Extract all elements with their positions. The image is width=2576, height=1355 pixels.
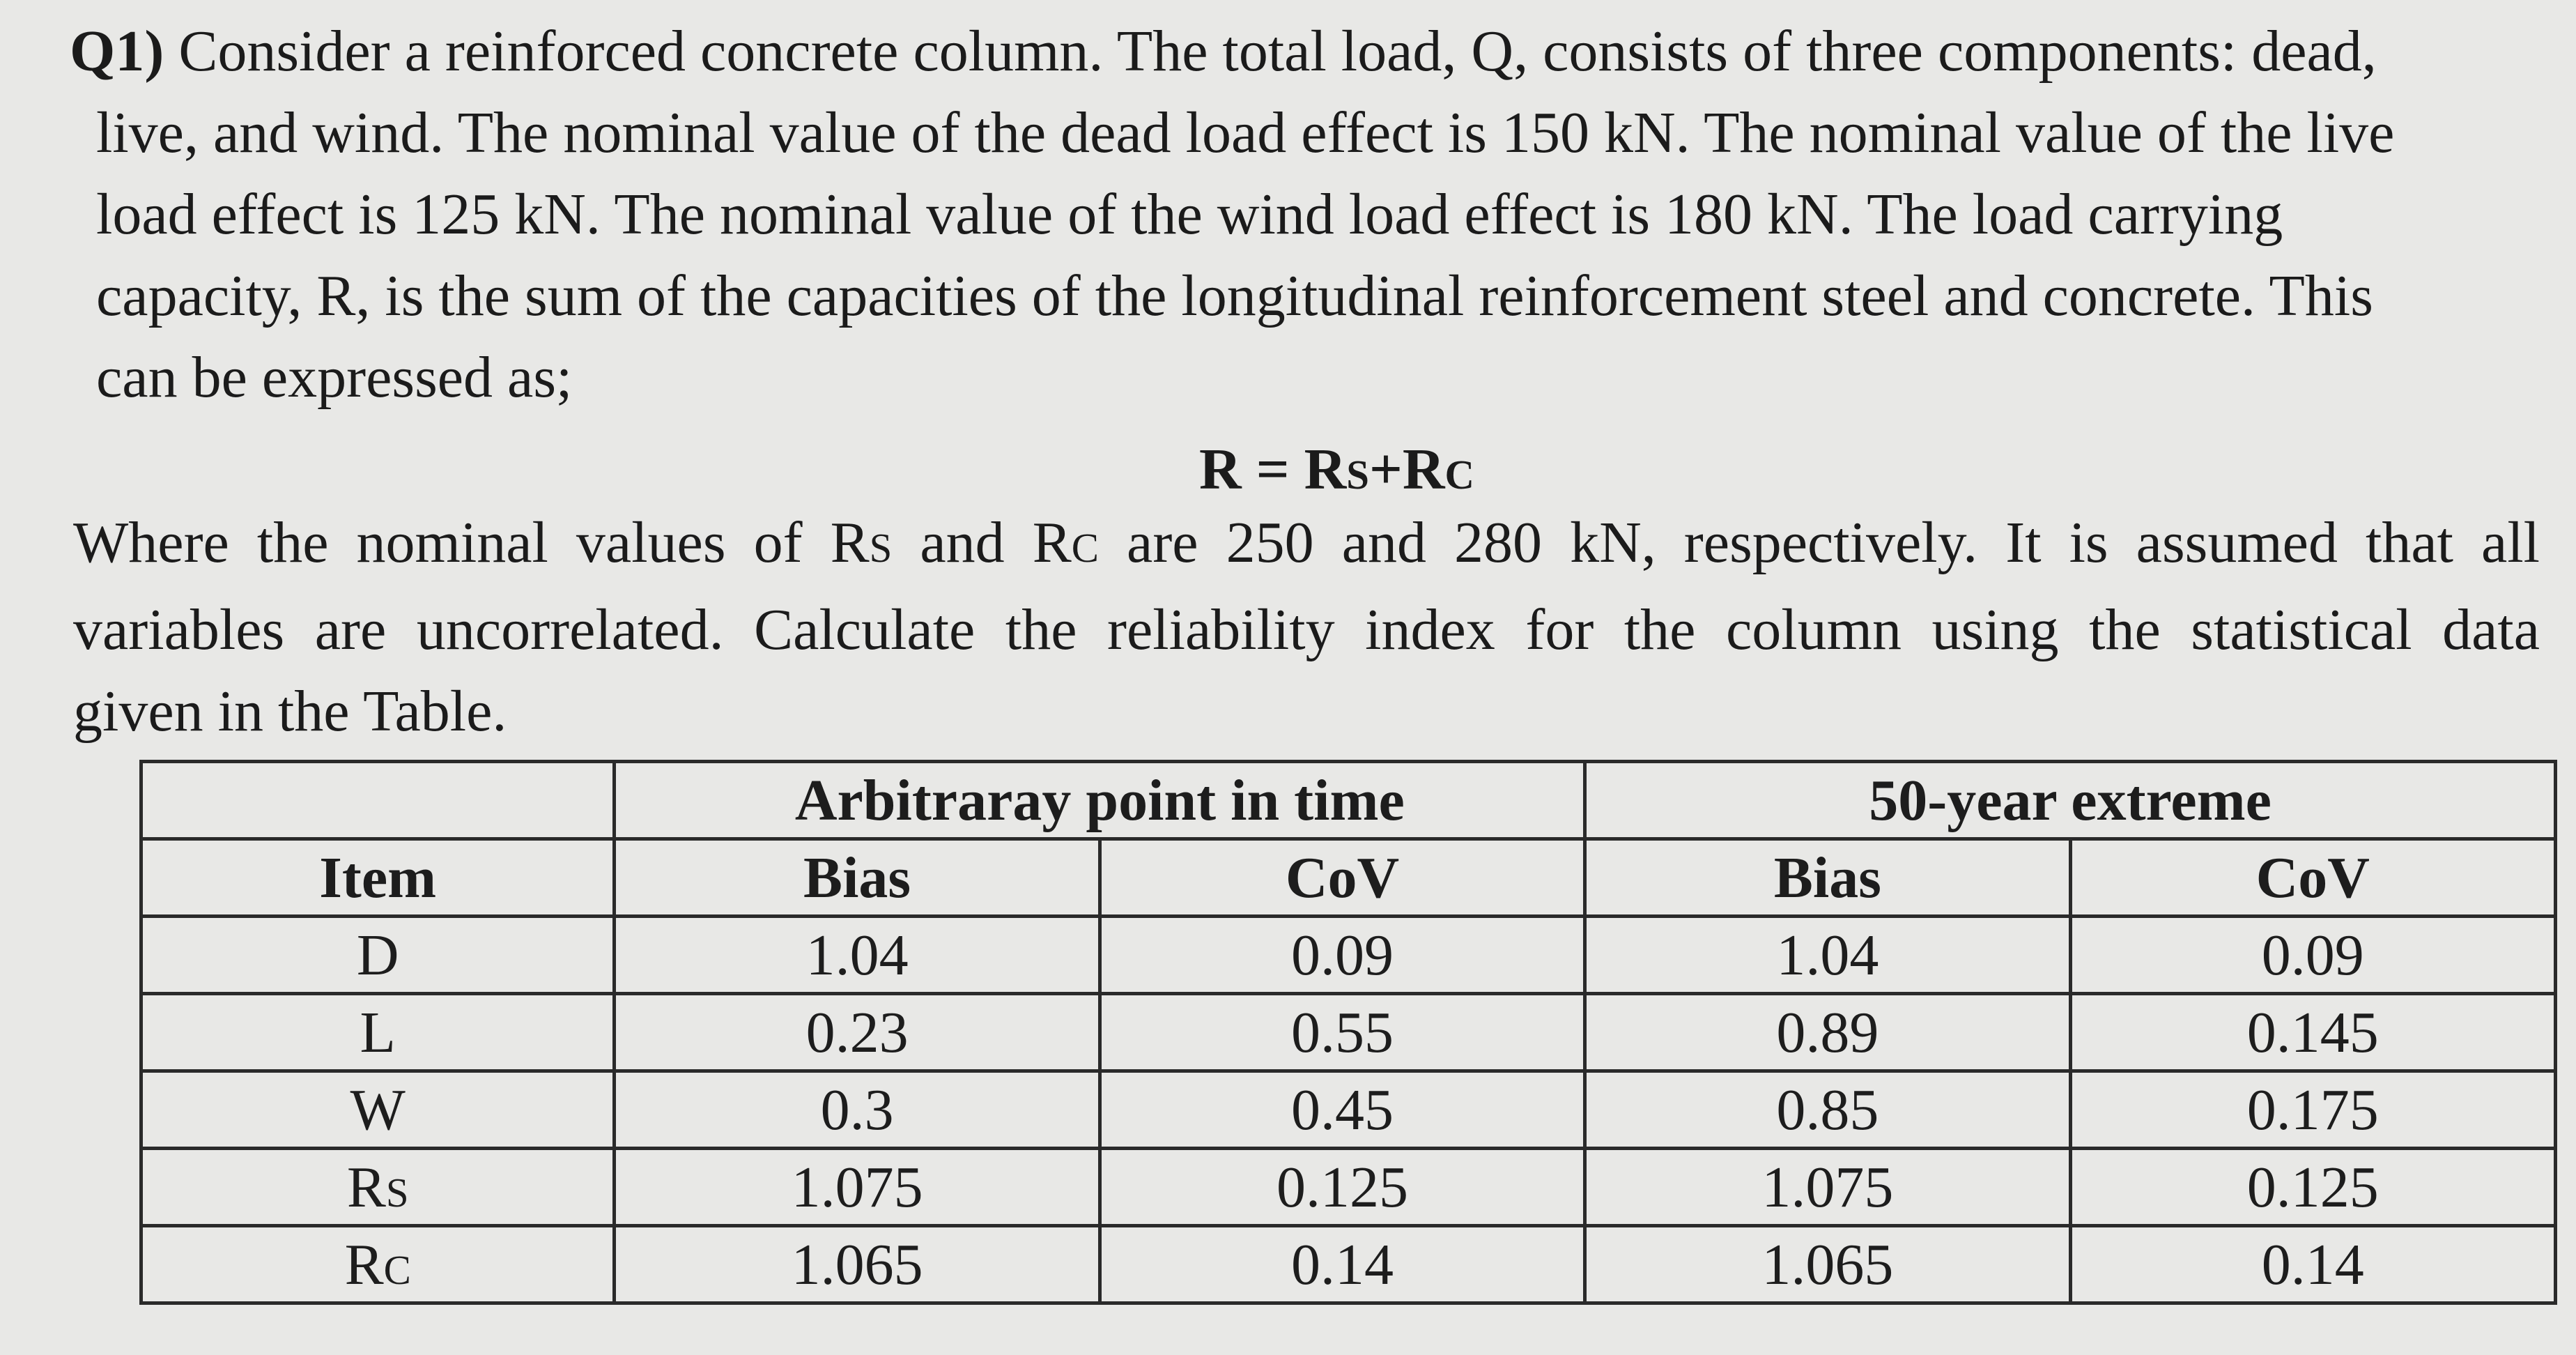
instruction-text-1b: and R bbox=[892, 510, 1072, 575]
question-text-1: Consider a reinforced concrete column. T… bbox=[178, 19, 2377, 84]
instruction-line-2: variables are uncorrelated. Calculate th… bbox=[73, 597, 2540, 662]
instruction-text-1c: are 250 and 280 kN, respectively. It is … bbox=[1098, 510, 2540, 575]
item-cell: L bbox=[139, 992, 617, 1073]
item-label: W bbox=[350, 1077, 406, 1142]
item-subscript: C bbox=[383, 1247, 411, 1293]
question-line-4: capacity, R, is the sum of the capacitie… bbox=[96, 263, 2373, 328]
capacity-formula: R = RS+RC bbox=[0, 436, 2576, 503]
item-subscript: S bbox=[385, 1170, 409, 1216]
group-header-arbitrary: Arbitraray point in time bbox=[612, 760, 1587, 841]
item-label: R bbox=[344, 1232, 384, 1297]
ext-cov-cell: 0.09 bbox=[2068, 914, 2558, 995]
question-number: Q1) bbox=[70, 19, 164, 84]
item-label: L bbox=[360, 1000, 396, 1065]
apt-bias-cell: 1.075 bbox=[612, 1147, 1102, 1227]
apt-bias-cell: 1.065 bbox=[612, 1224, 1102, 1305]
item-cell: D bbox=[139, 914, 617, 995]
header-item: Item bbox=[139, 837, 617, 918]
table-row: W 0.3 0.45 0.85 0.175 bbox=[139, 1069, 2558, 1150]
apt-cov-cell: 0.55 bbox=[1097, 992, 1587, 1073]
header-ext-bias: Bias bbox=[1583, 837, 2072, 918]
apt-cov-cell: 0.45 bbox=[1097, 1069, 1587, 1150]
group-header-extreme: 50-year extreme bbox=[1583, 760, 2557, 841]
table-row: L 0.23 0.55 0.89 0.145 bbox=[139, 992, 2558, 1073]
formula-subscript-c: C bbox=[1444, 452, 1474, 498]
statistics-table: Arbitraray point in time 50-year extreme… bbox=[139, 760, 2558, 1305]
table-group-header-row: Arbitraray point in time 50-year extreme bbox=[139, 760, 2557, 841]
apt-cov-cell: 0.125 bbox=[1097, 1147, 1587, 1227]
table-corner-cell bbox=[139, 760, 617, 841]
ext-bias-cell: 0.89 bbox=[1583, 992, 2072, 1073]
ext-bias-cell: 0.85 bbox=[1583, 1069, 2072, 1150]
instruction-text-1a: Where the nominal values of R bbox=[73, 510, 870, 575]
ext-cov-cell: 0.14 bbox=[2068, 1224, 2558, 1305]
item-cell: RS bbox=[139, 1147, 617, 1227]
table-row: RC 1.065 0.14 1.065 0.14 bbox=[139, 1224, 2558, 1305]
formula-lhs: R = R bbox=[1199, 437, 1347, 502]
apt-bias-cell: 0.23 bbox=[612, 992, 1102, 1073]
formula-plus: +R bbox=[1368, 437, 1445, 502]
table-row: D 1.04 0.09 1.04 0.09 bbox=[139, 914, 2558, 995]
ext-bias-cell: 1.04 bbox=[1583, 914, 2072, 995]
question-line-3: load effect is 125 kN. The nominal value… bbox=[96, 182, 2283, 247]
ext-bias-cell: 1.065 bbox=[1583, 1224, 2072, 1305]
item-cell: RC bbox=[139, 1224, 617, 1305]
rs-subscript: S bbox=[869, 526, 893, 571]
header-apt-bias: Bias bbox=[612, 837, 1102, 918]
question-paragraph: Q1) Consider a reinforced concrete colum… bbox=[70, 10, 2536, 418]
item-label: D bbox=[356, 922, 399, 988]
instruction-line-1: Where the nominal values of RS and RC ar… bbox=[73, 502, 2540, 589]
ext-bias-cell: 1.075 bbox=[1583, 1147, 2072, 1227]
item-label: R bbox=[346, 1154, 386, 1220]
rc-subscript: C bbox=[1071, 526, 1099, 571]
header-ext-cov: CoV bbox=[2068, 837, 2558, 918]
instruction-paragraph: Where the nominal values of RS and RC ar… bbox=[73, 502, 2540, 752]
question-line-1: Q1) Consider a reinforced concrete colum… bbox=[70, 10, 2536, 92]
table-sub-header-row: Item Bias CoV Bias CoV bbox=[139, 837, 2558, 918]
apt-cov-cell: 0.14 bbox=[1097, 1224, 1587, 1305]
question-line-5: can be expressed as; bbox=[96, 345, 573, 410]
instruction-line-3: given in the Table. bbox=[73, 679, 507, 744]
item-cell: W bbox=[139, 1069, 617, 1150]
table-row: RS 1.075 0.125 1.075 0.125 bbox=[139, 1147, 2558, 1227]
ext-cov-cell: 0.125 bbox=[2068, 1147, 2558, 1227]
ext-cov-cell: 0.145 bbox=[2068, 992, 2558, 1073]
header-apt-cov: CoV bbox=[1097, 837, 1587, 918]
ext-cov-cell: 0.175 bbox=[2068, 1069, 2558, 1150]
apt-cov-cell: 0.09 bbox=[1097, 914, 1587, 995]
formula-subscript-s: S bbox=[1346, 452, 1369, 498]
apt-bias-cell: 0.3 bbox=[612, 1069, 1102, 1150]
question-line-2: live, and wind. The nominal value of the… bbox=[96, 100, 2395, 165]
apt-bias-cell: 1.04 bbox=[612, 914, 1102, 995]
